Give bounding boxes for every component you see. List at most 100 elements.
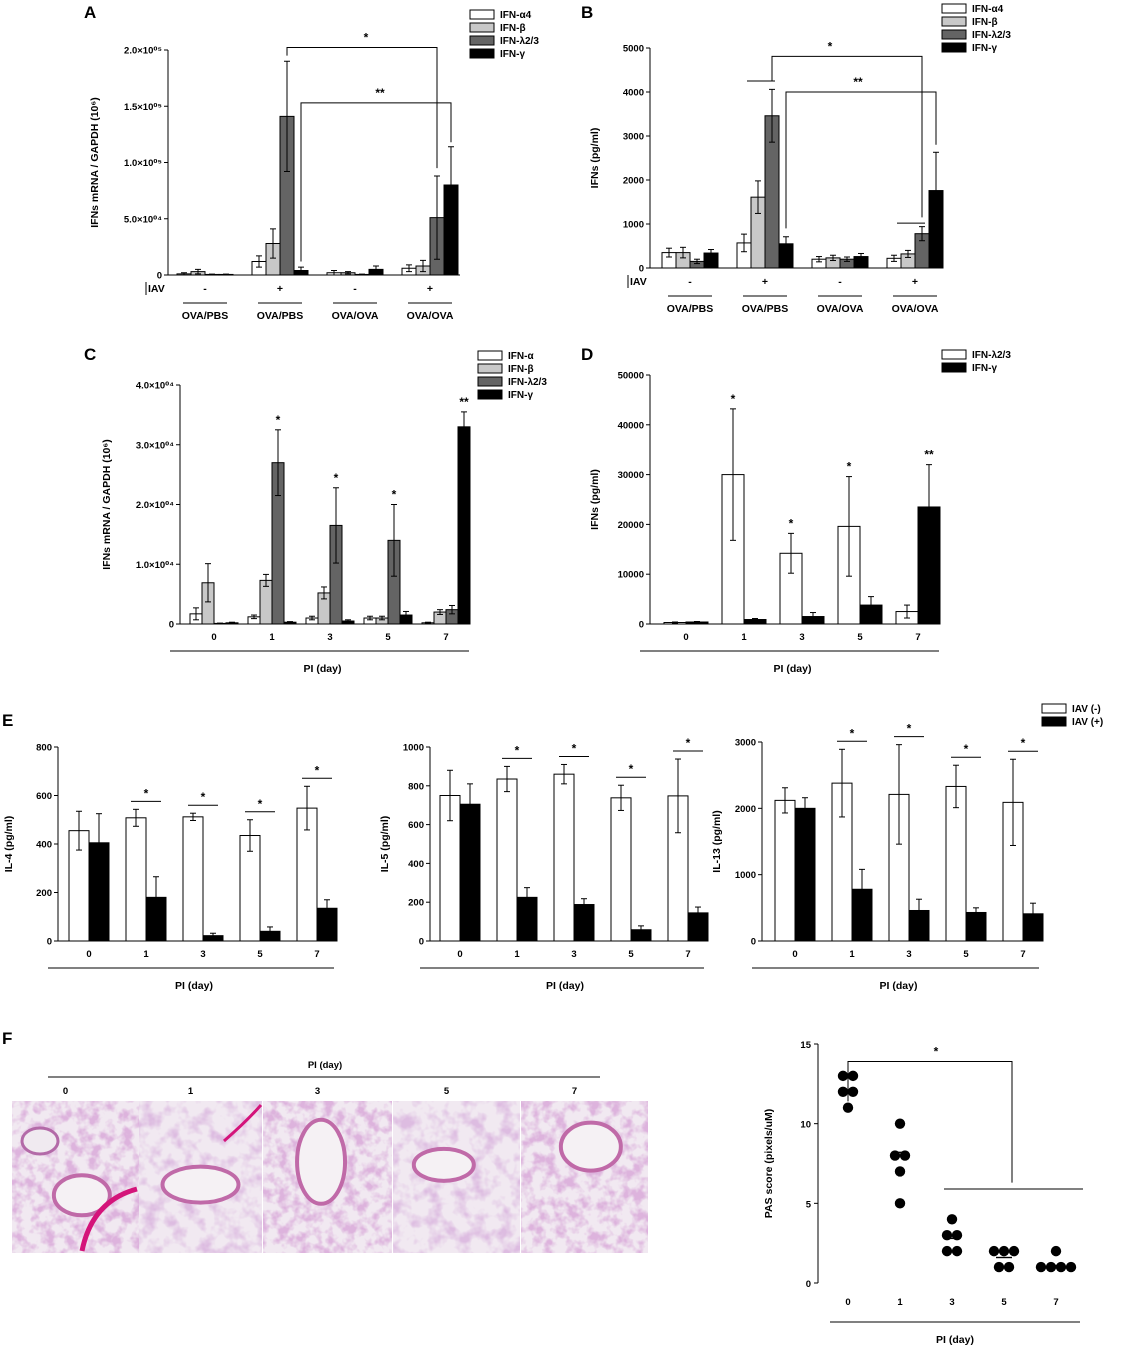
- airway-lumen: [51, 1173, 112, 1218]
- y-tick-label: 2000: [735, 804, 756, 815]
- y-tick-label: 3.0×10⁰⁴: [136, 440, 174, 451]
- panel-e-il5: 0 200 400 600 800 1000 IL-5 (pg/ml) 0 1 3 5 7 PI (da…: [379, 736, 709, 992]
- x-tick-label: 7: [915, 632, 920, 643]
- panel-label-b: B: [581, 3, 593, 22]
- bar: [610, 797, 632, 942]
- significance-label: *: [364, 31, 369, 45]
- legend-swatch: [941, 362, 967, 373]
- histology-image: [12, 1101, 139, 1253]
- histology-header: PI (day): [308, 1060, 342, 1071]
- x-tick-label: 5: [1001, 1297, 1007, 1308]
- panel-e-il4: 0 200 400 600 800 IL-4 (pg/ml) 0 1 3 5 7 PI (day) * *…: [3, 743, 338, 992]
- significance-label: **: [924, 448, 934, 462]
- y-tick-label: 0: [47, 937, 52, 948]
- significance-label: **: [853, 75, 863, 89]
- iav-status: -: [203, 283, 207, 295]
- y-tick-label: 10: [800, 1120, 811, 1131]
- significance-label: *: [934, 1045, 939, 1059]
- data-point: [941, 1245, 953, 1257]
- y-tick-label: 3000: [623, 132, 644, 143]
- x-tick-label: 1: [143, 949, 149, 960]
- data-point: [1008, 1245, 1020, 1257]
- group-label: OVA/OVA: [817, 303, 864, 315]
- y-tick-label: 5000: [623, 44, 644, 55]
- x-tick-label: 5: [628, 949, 634, 960]
- iav-status: +: [912, 276, 918, 288]
- iav-status: -: [838, 276, 842, 288]
- panel-label-c: C: [84, 345, 96, 364]
- significance-label: *: [258, 797, 263, 811]
- x-tick-label: 3: [799, 632, 804, 643]
- y-tick-label: 0: [639, 620, 644, 631]
- y-tick-label: 4000: [623, 88, 644, 99]
- y-axis-title: IL-13 (pg/ml): [711, 810, 723, 872]
- y-tick-label: 0: [157, 271, 162, 282]
- x-tick-label: 5: [385, 632, 391, 643]
- x-tick-label: 7: [1020, 949, 1025, 960]
- bar: [794, 807, 816, 942]
- legend-swatch: [941, 29, 967, 40]
- legend-label: IFN-λ2/3: [972, 30, 1011, 41]
- row-label: IAV: [148, 283, 165, 295]
- y-tick-label: 0: [169, 620, 174, 631]
- x-tick-label: 0: [86, 949, 91, 960]
- y-tick-label: 1.0×10⁰⁴: [136, 560, 174, 571]
- data-point: [1050, 1245, 1062, 1257]
- significance-label: *: [731, 392, 736, 406]
- legend-label: IFN-α4: [972, 4, 1004, 15]
- histology-image: [521, 1101, 648, 1253]
- group-label: OVA/OVA: [332, 310, 379, 322]
- data-point: [946, 1214, 958, 1225]
- row-label: IAV: [630, 276, 647, 288]
- significance-label: *: [686, 736, 691, 750]
- legend-swatch: [469, 35, 495, 46]
- y-tick-label: 200: [408, 898, 424, 909]
- significance-label: *: [907, 722, 912, 736]
- bar: [553, 773, 575, 942]
- y-axis-title: IL-5 (pg/ml): [379, 816, 391, 873]
- data-point: [998, 1245, 1010, 1257]
- y-tick-label: 2.0×10⁰⁴: [136, 500, 174, 511]
- group-label: OVA/PBS: [182, 310, 228, 322]
- y-tick-label: 50000: [618, 371, 644, 382]
- x-tick-label: 1: [741, 632, 747, 643]
- y-axis-title: IFNs mRNA / GAPDH (10⁶): [89, 97, 101, 227]
- legend-label: IFN-α: [508, 351, 534, 362]
- y-axis-title: IFNs (pg/ml): [589, 128, 601, 189]
- x-axis-title: PI (day): [936, 1334, 974, 1346]
- y-tick-label: 600: [36, 791, 52, 802]
- significance-label: *: [789, 516, 794, 530]
- bar: [182, 816, 204, 942]
- y-tick-label: 2.0×10⁰⁵: [124, 46, 162, 57]
- data-point: [847, 1070, 859, 1082]
- y-tick-label: 20000: [618, 520, 644, 531]
- x-tick-label: 0: [457, 949, 462, 960]
- x-tick-label: 7: [443, 632, 448, 643]
- histology-image: [393, 1101, 520, 1253]
- panel-f-pas-score: 0 5 10 15 PAS score (pixels/uM) 0 1 3 5 7 PI (day)…: [763, 1040, 1083, 1346]
- y-tick-label: 0: [639, 264, 644, 275]
- significance-label: **: [459, 395, 469, 409]
- x-axis-title: PI (day): [175, 980, 213, 992]
- legend-label: IFN-λ2/3: [508, 377, 547, 388]
- significance-bracket: [286, 47, 438, 169]
- data-point: [1055, 1261, 1067, 1273]
- significance-label: *: [1021, 736, 1026, 750]
- iav-status: +: [277, 283, 283, 295]
- significance-label: *: [315, 763, 320, 777]
- bar: [259, 579, 273, 625]
- panel-e-il13: 0 1000 2000 3000 IL-13 (pg/ml) 0 1 3 5 7 PI (day) *…: [711, 703, 1103, 992]
- significance-label: *: [515, 743, 520, 757]
- x-tick-label: 5: [857, 632, 863, 643]
- y-tick-label: 0: [806, 1279, 811, 1290]
- histology-day-label: 0: [63, 1086, 68, 1097]
- legend-swatch: [469, 22, 495, 33]
- y-tick-label: 600: [408, 820, 424, 831]
- panel-label-e: E: [2, 711, 13, 730]
- panel-label-a: A: [84, 3, 96, 22]
- data-point: [894, 1198, 906, 1209]
- y-tick-label: 40000: [618, 420, 644, 431]
- x-tick-label: 1: [514, 949, 520, 960]
- pas-stain: [79, 1186, 138, 1252]
